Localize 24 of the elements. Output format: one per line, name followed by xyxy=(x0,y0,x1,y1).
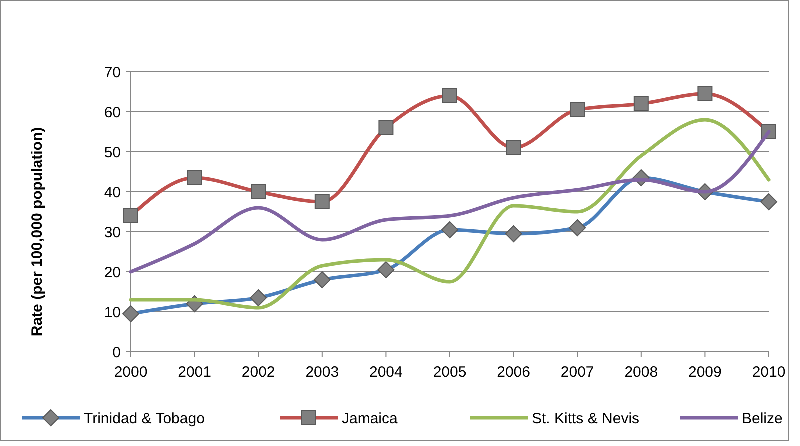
x-tick-label: 2004 xyxy=(370,364,403,381)
y-tick-label: 30 xyxy=(104,224,121,242)
y-tick-label: 40 xyxy=(104,184,121,202)
y-axis-title: Rate (per 100,000 population) xyxy=(29,127,46,337)
legend-label: Belize xyxy=(742,410,783,428)
legend-label: Trinidad & Tobago xyxy=(84,410,205,428)
x-tick-label: 2008 xyxy=(624,364,658,381)
y-tick-label: 70 xyxy=(104,64,121,82)
x-tick-label: 2002 xyxy=(242,364,276,381)
x-tick-label: 2003 xyxy=(306,364,340,381)
y-tick-label: 50 xyxy=(104,144,121,162)
x-tick-label: 2005 xyxy=(433,364,467,381)
x-tick-label: 2007 xyxy=(560,364,594,381)
x-tick-label: 2001 xyxy=(178,364,212,381)
x-tick-label: 2000 xyxy=(114,364,148,381)
legend-label: St. Kitts & Nevis xyxy=(532,410,640,428)
legend-label: Jamaica xyxy=(342,410,399,428)
y-tick-label: 10 xyxy=(104,304,121,322)
y-tick-label: 60 xyxy=(104,104,121,122)
y-tick-label: 20 xyxy=(104,264,121,282)
x-tick-label: 2006 xyxy=(497,364,530,381)
x-tick-label: 2009 xyxy=(688,364,722,381)
x-tick-label: 2010 xyxy=(752,364,786,381)
y-tick-label: 0 xyxy=(112,344,121,362)
